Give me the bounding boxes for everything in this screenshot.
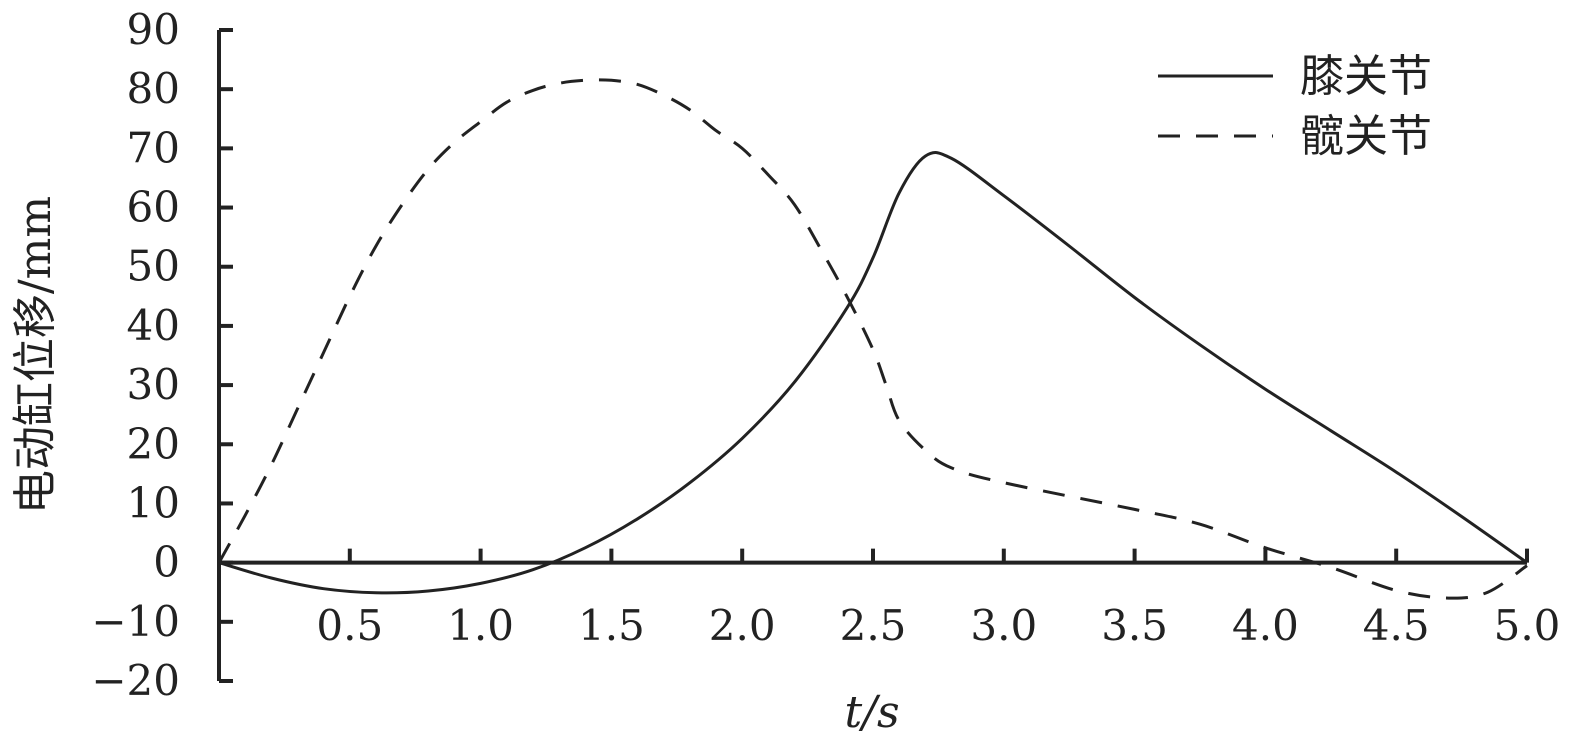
y-tick-label: −20 — [91, 656, 180, 705]
y-tick-label: 20 — [127, 419, 180, 468]
y-tick-label: 60 — [127, 183, 180, 232]
y-tick-label: 90 — [127, 5, 180, 54]
x-tick-label: 2.5 — [840, 601, 907, 650]
x-tick-label: 1.0 — [447, 601, 514, 650]
x-tick-label: 3.0 — [970, 601, 1037, 650]
y-tick-label: 40 — [127, 301, 180, 350]
series-line-knee — [218, 151, 1528, 595]
y-tick-label: −10 — [91, 597, 180, 646]
x-tick-label: 3.5 — [1101, 601, 1168, 650]
y-tick-label: 10 — [127, 478, 180, 527]
legend-label-hip: 髋关节 — [1300, 111, 1432, 162]
x-tick-label: 5.0 — [1494, 601, 1561, 650]
x-tick-label: 2.0 — [709, 601, 776, 650]
y-tick-label: 0 — [153, 538, 180, 587]
series-layer — [217, 78, 1528, 600]
y-axis-title: 电动缸位移/mm — [10, 196, 61, 514]
x-tick-label: 4.0 — [1232, 601, 1299, 650]
y-tick-label: 70 — [127, 123, 180, 172]
x-axis-title: t/s — [844, 687, 899, 738]
y-tick-label: 50 — [127, 242, 180, 291]
series-line-hip — [217, 78, 1528, 600]
tick-labels: 90 80 70 60 50 40 30 20 10 0 −10 −20 0.5 1.0 1.5 2.0 2.5… — [91, 5, 1560, 705]
legend: 膝关节 髋关节 — [1158, 51, 1432, 162]
legend-label-knee: 膝关节 — [1300, 51, 1432, 102]
x-tick-label: 4.5 — [1363, 601, 1430, 650]
y-tick-label: 80 — [127, 64, 180, 113]
y-tick-label: 30 — [127, 360, 180, 409]
x-tick-label: 1.5 — [578, 601, 645, 650]
x-tick-label: 0.5 — [316, 601, 383, 650]
